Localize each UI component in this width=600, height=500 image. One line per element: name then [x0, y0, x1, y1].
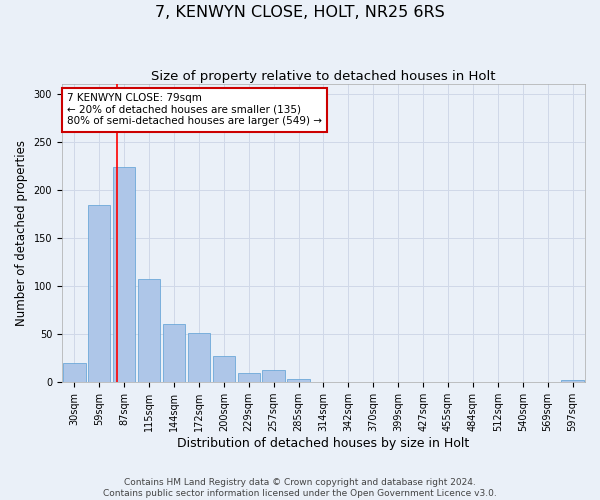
- Bar: [262, 370, 285, 382]
- Bar: [212, 356, 235, 382]
- X-axis label: Distribution of detached houses by size in Holt: Distribution of detached houses by size …: [178, 437, 470, 450]
- Y-axis label: Number of detached properties: Number of detached properties: [15, 140, 28, 326]
- Text: 7 KENWYN CLOSE: 79sqm
← 20% of detached houses are smaller (135)
80% of semi-det: 7 KENWYN CLOSE: 79sqm ← 20% of detached …: [67, 93, 322, 126]
- Bar: [138, 280, 160, 382]
- Bar: [238, 372, 260, 382]
- Bar: [63, 363, 86, 382]
- Bar: [163, 324, 185, 382]
- Bar: [188, 333, 210, 382]
- Title: Size of property relative to detached houses in Holt: Size of property relative to detached ho…: [151, 70, 496, 83]
- Text: Contains HM Land Registry data © Crown copyright and database right 2024.
Contai: Contains HM Land Registry data © Crown c…: [103, 478, 497, 498]
- Bar: [113, 167, 136, 382]
- Text: 7, KENWYN CLOSE, HOLT, NR25 6RS: 7, KENWYN CLOSE, HOLT, NR25 6RS: [155, 5, 445, 20]
- Bar: [287, 380, 310, 382]
- Bar: [562, 380, 584, 382]
- Bar: [88, 206, 110, 382]
